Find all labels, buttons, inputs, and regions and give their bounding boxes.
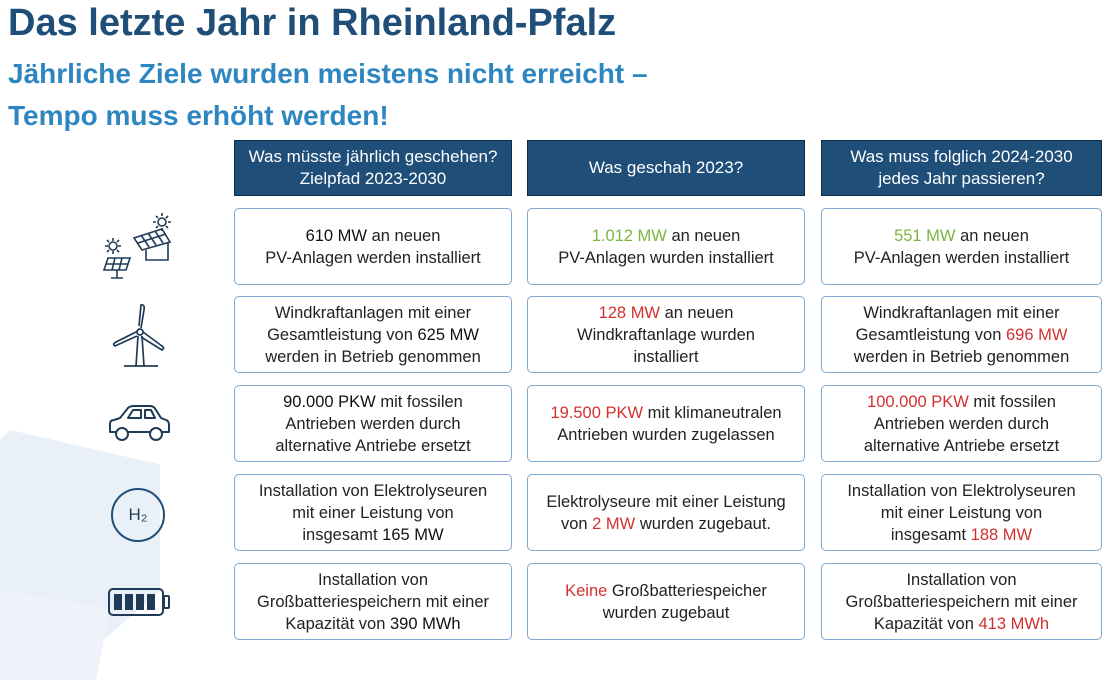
battery-icon <box>108 588 170 616</box>
wind-required-cell: Windkraftanlagen mit einer Gesamtleistung… <box>821 296 1102 373</box>
car-target-cell: 90.000 PKW mit fossilen Antrieben werden … <box>234 385 512 462</box>
header-2024-2030: Was muss folglich 2024-2030 jedes Jahr pa… <box>821 140 1102 196</box>
solar-panel-icon <box>102 213 172 279</box>
h2-target-cell: Installation von Elektrolyseuren mit eine… <box>234 474 512 551</box>
hydrogen-icon: H₂ <box>111 488 165 542</box>
car-icon <box>109 405 170 441</box>
pv-required-cell: 551 MW an neuen PV-Anlagen werden install… <box>821 208 1102 285</box>
battery-required-cell: Installation von Großbatteriespeichern mi… <box>821 563 1102 640</box>
wind-target-cell: Windkraftanlagen mit einer Gesamtleistung… <box>234 296 512 373</box>
page-title: Das letzte Jahr in Rheinland-Pfalz <box>8 2 617 44</box>
wind-turbine-icon <box>112 304 165 367</box>
pv-2023-cell: 1.012 MW an neuen PV-Anlagen wurden insta… <box>527 208 805 285</box>
h2-required-cell: Installation von Elektrolyseuren mit eine… <box>821 474 1102 551</box>
hydrogen-label: H₂ <box>128 505 148 524</box>
h2-2023-cell: Elektrolyseure mit einer Leistung von 2 M… <box>527 474 805 551</box>
subtitle-line-1: Jährliche Ziele wurden meistens nicht er… <box>8 58 648 89</box>
battery-target-cell: Installation von Großbatteriespeichern mi… <box>234 563 512 640</box>
car-required-cell: 100.000 PKW mit fossilen Antrieben werden… <box>821 385 1102 462</box>
subtitle-line-2: Tempo muss erhöht werden! <box>8 100 389 131</box>
wind-2023-cell: 128 MW an neuen Windkraftanlage wurden ins… <box>527 296 805 373</box>
header-target-path: Was müsste jährlich geschehen? Zielpfad 2… <box>234 140 512 196</box>
car-2023-cell: 19.500 PKW mit klimaneutralen Antrieben w… <box>527 385 805 462</box>
battery-2023-cell: Keine Großbatteriespeicher wurden zugebau… <box>527 563 805 640</box>
pv-target-cell: 610 MW an neuen PV-Anlagen werden install… <box>234 208 512 285</box>
header-2023: Was geschah 2023? <box>527 140 805 196</box>
